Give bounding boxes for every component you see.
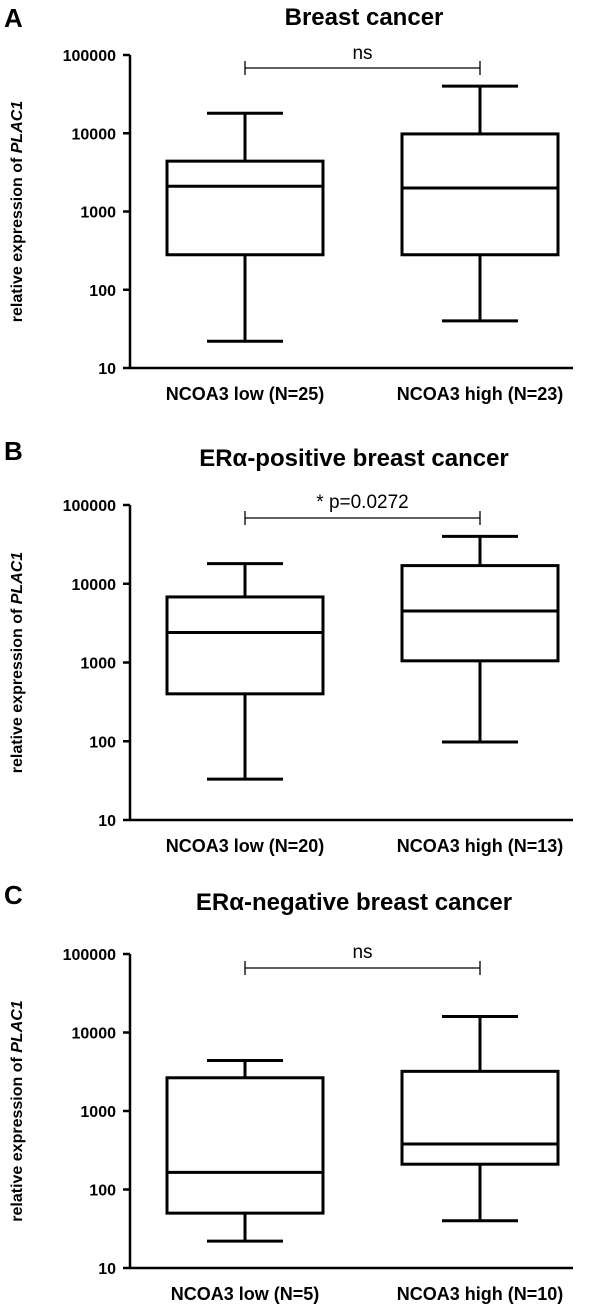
panel-c: C ERα-negative breast cancer 10100100010… (4, 880, 573, 1304)
y-axis-label: relative expression of PLAC1 (9, 1000, 26, 1222)
y-tick-label: 100 (89, 283, 116, 300)
x-category-label: NCOA3 low (N=25) (166, 384, 325, 404)
boxes: * p=0.0272 (165, 492, 560, 781)
x-category-label: NCOA3 low (N=20) (166, 836, 325, 856)
panel-title: ERα-negative breast cancer (196, 889, 512, 916)
panel-title: Breast cancer (285, 4, 444, 31)
y-tick-label: 100 (89, 1183, 116, 1200)
iqr-box (400, 132, 560, 257)
box-2 (400, 1014, 560, 1223)
y-tick-label: 10000 (72, 577, 117, 594)
iqr-box (400, 564, 560, 663)
y-axis-label-gene: PLAC1 (9, 552, 26, 605)
y-axis-label-text: relative expression of (9, 153, 26, 322)
boxes: ns (165, 942, 560, 1243)
axes: 10 100 1000 10000 100000 relative expression … (9, 947, 573, 1304)
axes: 10 100 1000 10000 100000 relative expression … (9, 48, 573, 404)
y-tick-label: 10000 (72, 1026, 117, 1043)
iqr-box (165, 159, 325, 257)
panel-letter: B (4, 436, 23, 466)
box-2 (400, 84, 560, 323)
y-axis-label-text: relative expression of (9, 604, 26, 773)
y-tick-label: 1000 (80, 656, 116, 673)
x-category-label: NCOA3 high (N=23) (397, 384, 564, 404)
y-axis-label-gene: PLAC1 (9, 1000, 26, 1053)
y-axis-label-text: relative expression of (9, 1053, 26, 1222)
y-tick-label: 100 (89, 734, 116, 751)
y-tick-label: 10000 (72, 126, 117, 143)
axes: 10 100 1000 10000 100000 relative expression … (9, 498, 573, 856)
significance-bracket (244, 961, 481, 975)
y-axis-label: relative expression of PLAC1 (9, 552, 26, 774)
significance-bracket (244, 511, 481, 525)
y-tick-label: 100000 (63, 947, 116, 964)
panel-title-text: ERα-negative breast cancer (196, 889, 512, 916)
panel-letter: C (4, 880, 23, 910)
panel-title-text: ERα-positive breast cancer (199, 445, 509, 472)
box-1 (165, 1058, 325, 1243)
significance-label: ns (352, 43, 372, 64)
y-tick-label: 10 (98, 361, 116, 378)
panel-letter: A (4, 3, 23, 33)
iqr-box (165, 595, 325, 696)
x-category-label: NCOA3 high (N=10) (397, 1284, 564, 1304)
box-2 (400, 534, 560, 744)
significance-label: * p=0.0272 (316, 492, 408, 513)
y-tick-label: 100000 (63, 48, 116, 65)
y-axis-label: relative expression of PLAC1 (9, 101, 26, 323)
y-tick-label: 10 (98, 1261, 116, 1278)
y-tick-label: 1000 (80, 205, 116, 222)
panel-title: ERα-positive breast cancer (199, 445, 509, 472)
y-tick-label: 1000 (80, 1104, 116, 1121)
significance-label: ns (352, 942, 372, 963)
box-1 (165, 562, 325, 781)
x-category-label: NCOA3 high (N=13) (397, 836, 564, 856)
panel-b: B ERα-positive breast cancer 10100100010… (4, 436, 573, 856)
iqr-box (400, 1069, 560, 1166)
y-tick-label: 10 (98, 813, 116, 830)
iqr-box (165, 1076, 325, 1215)
x-category-label: NCOA3 low (N=5) (171, 1284, 320, 1304)
panel-a: A Breast cancer 10 100 1000 10000 100000 rela… (4, 3, 573, 404)
y-tick-label: 100000 (63, 498, 116, 515)
box-1 (165, 111, 325, 343)
significance-bracket (244, 61, 481, 75)
boxes: ns (165, 43, 560, 343)
y-axis-label-gene: PLAC1 (9, 101, 26, 154)
